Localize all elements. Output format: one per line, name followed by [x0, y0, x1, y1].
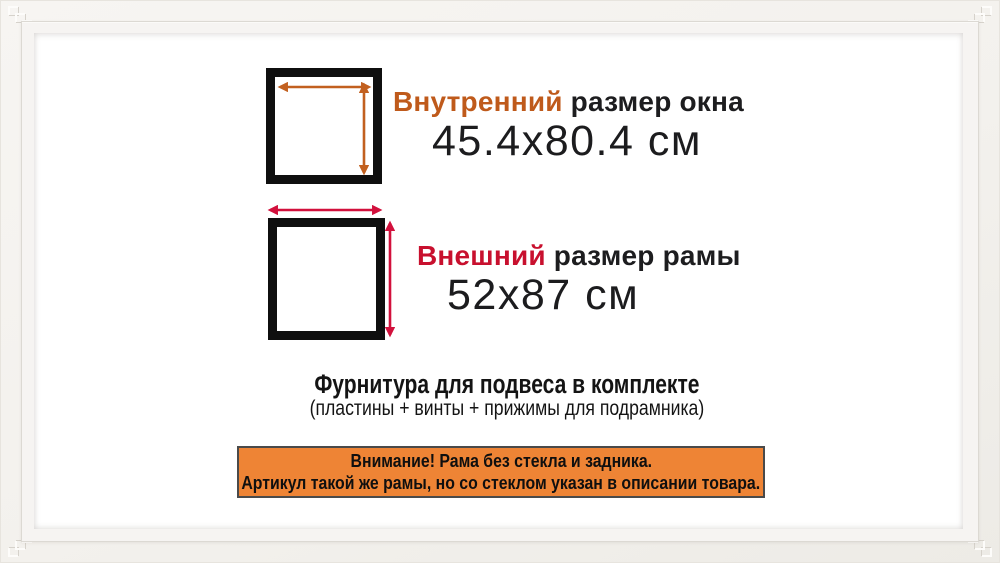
inner-size-label: Внутренний размер окна [393, 86, 744, 118]
corner-mark-icon [975, 541, 985, 550]
outer-size-label: Внешний размер рамы [417, 240, 741, 272]
notice-banner: Внимание! Рама без стекла и задника. Арт… [237, 446, 765, 498]
outer-size-value: 52x87 см [447, 271, 640, 319]
outer-size-label-rest: размер рамы [545, 240, 741, 271]
corner-mark-icon [15, 541, 25, 550]
outer-size-label-highlight: Внешний [417, 240, 546, 271]
notice-line-2: Артикул такой же рамы, но со стеклом ука… [241, 473, 761, 493]
corner-mark-icon [8, 6, 18, 15]
frame-square [268, 218, 385, 340]
corner-mark-icon [982, 548, 992, 557]
corner-mark-icon [8, 548, 18, 557]
inner-size-value: 45.4x80.4 см [432, 117, 702, 165]
hardware-subtitle: (пластины + винты + прижимы для подрамни… [309, 397, 705, 420]
notice-line-1: Внимание! Рама без стекла и задника. [350, 451, 652, 471]
outer-size-diagram [267, 204, 396, 340]
frame-square [266, 68, 382, 184]
inner-size-label-rest: размер окна [562, 86, 744, 117]
inner-size-label-highlight: Внутренний [393, 86, 563, 117]
corner-mark-icon [975, 13, 985, 22]
corner-mark-icon [982, 6, 992, 15]
inner-size-diagram [266, 68, 382, 184]
hardware-title: Фурнитура для подвеса в комплекте [314, 369, 700, 399]
corner-mark-icon [15, 13, 25, 22]
